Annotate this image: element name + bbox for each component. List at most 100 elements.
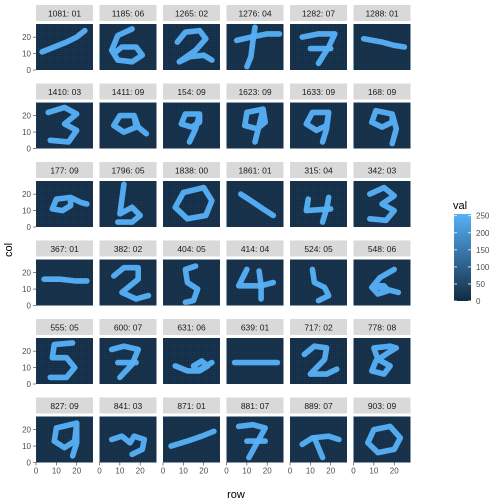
digit-stroke: [301, 343, 340, 377]
digit-stroke: [47, 340, 78, 381]
facet-panel: 600: 07: [99, 319, 157, 384]
facet-strip: [99, 397, 157, 414]
digit-stroke: [108, 343, 141, 381]
facet-panel: 841: 03 0 10 20: [97, 397, 157, 476]
facet-strip-label: 841: 03: [114, 401, 143, 411]
digit-stroke: [51, 420, 80, 459]
facet-strip: [290, 162, 347, 178]
x-tick-label: 20: [199, 467, 208, 476]
x-tick-label: 20: [263, 467, 272, 476]
facet-strip: [226, 397, 284, 414]
y-tick-label: 0: [27, 66, 32, 75]
digit-stroke: [299, 433, 342, 448]
y-tick-label: 20: [22, 112, 31, 121]
digit-stroke: [172, 184, 215, 222]
digit-stroke: [369, 107, 400, 147]
y-tick-label: 10: [22, 128, 31, 137]
facet-strip: [226, 162, 284, 178]
facet-panel: 1796: 05: [99, 162, 157, 227]
facet-strip: [290, 397, 347, 414]
digit-stroke: [49, 194, 90, 214]
legend-colorbar: [454, 214, 471, 301]
facet-strip: [226, 240, 284, 257]
digit-stroke: [172, 358, 215, 374]
digit-stroke: [309, 266, 332, 304]
facet-panel: 903: 09 0 10 20: [351, 397, 411, 476]
facet-panel: 1633: 09: [290, 83, 347, 149]
x-tick-label: 0: [161, 467, 166, 476]
facet-strip-label: 1410: 03: [48, 87, 81, 97]
facet-strip-label: 827: 09: [50, 401, 79, 411]
facet-strip: [226, 319, 284, 335]
digit-stroke: [45, 104, 80, 145]
digit-stroke: [174, 27, 215, 65]
digit-stroke: [299, 31, 338, 67]
facet-strip: [226, 5, 284, 21]
y-tick-label: 0: [27, 223, 32, 232]
y-tick-label: 20: [22, 269, 31, 278]
legend-tick-label: 200: [476, 229, 490, 238]
x-axis-title: row: [227, 489, 245, 501]
facet-panel: 315: 04: [290, 162, 347, 227]
facet-strip: [290, 83, 347, 100]
facet-panel: 778: 08: [353, 319, 411, 384]
digit-stroke: [235, 421, 268, 461]
facet-strip: [226, 83, 284, 100]
facet-panel: 524: 05: [290, 240, 347, 306]
y-tick-label: 0: [27, 145, 32, 154]
y-tick-label: 10: [22, 364, 31, 373]
legend-tick-label: 250: [476, 212, 490, 221]
facet-strip-label: 717: 02: [304, 323, 333, 333]
facet-strip-label: 1861: 01: [238, 166, 271, 176]
y-tick-label: 10: [22, 442, 31, 451]
digit-stroke: [178, 111, 203, 145]
y-tick-label: 20: [22, 347, 31, 356]
legend-tick-label: 0: [476, 297, 481, 306]
facet-strip-label: 778: 08: [368, 323, 397, 333]
digit-stroke: [242, 106, 268, 145]
facet-panel: 177: 09 0 10 20: [22, 162, 93, 232]
facet-strip-label: 1276: 04: [238, 9, 271, 19]
facet-strip-label: 168: 09: [368, 87, 397, 97]
facet-panel: 1282: 07: [290, 5, 347, 70]
facet-strip: [163, 397, 220, 414]
legend-tick-label: 50: [476, 280, 485, 289]
facet-panel: 367: 01 0 10 20: [22, 240, 93, 311]
x-tick-label: 10: [179, 467, 188, 476]
facet-strip: [163, 240, 220, 257]
x-tick-label: 10: [52, 467, 61, 476]
facet-strip: [290, 5, 347, 21]
facet-strip: [36, 83, 93, 100]
x-tick-label: 10: [369, 467, 378, 476]
facet-strip-label: 154: 09: [177, 87, 206, 97]
facet-strip: [353, 240, 411, 257]
facet-strip: [99, 319, 157, 335]
facet-panel: 1185: 06: [99, 5, 157, 70]
facet-strip-label: 1838: 00: [175, 166, 208, 176]
digit-stroke-secondary: [244, 24, 258, 70]
facet-strip-label: 404: 05: [177, 244, 206, 254]
facet-strip: [290, 240, 347, 257]
facet-strip-label: 881: 07: [241, 401, 270, 411]
digit-stroke: [238, 191, 277, 219]
x-tick-label: 10: [306, 467, 315, 476]
digit-stroke-secondary: [319, 194, 332, 225]
x-tick-label: 10: [115, 467, 124, 476]
x-tick-label: 20: [390, 467, 399, 476]
facet-strip: [99, 83, 157, 100]
facet-strip-label: 1265: 02: [175, 9, 208, 19]
x-tick-label: 0: [97, 467, 102, 476]
facet-strip: [36, 162, 93, 178]
facet-panel: 1623: 09: [226, 83, 284, 149]
facet-panel: 881: 07 0 10 20: [224, 397, 284, 476]
digit-stroke: [235, 266, 277, 289]
facet-panel: 154: 09: [163, 83, 220, 149]
digit-stroke: [39, 27, 88, 55]
facet-strip-label: 315: 04: [304, 166, 333, 176]
facet-strip: [290, 319, 347, 335]
facet-panel: 1838: 00: [163, 162, 220, 227]
facet-strip: [36, 240, 93, 257]
facet-strip: [36, 319, 93, 335]
facet-strip-label: 1288: 01: [365, 9, 398, 19]
